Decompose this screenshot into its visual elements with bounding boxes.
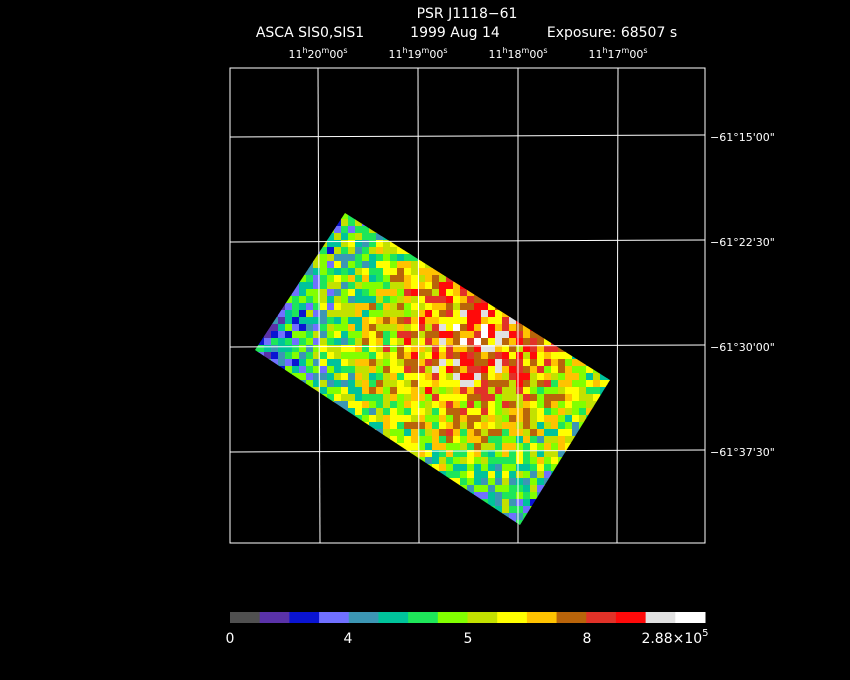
title: PSR J1118−61: [417, 6, 518, 22]
ra-label: 11h17m00s: [588, 46, 647, 61]
colorbar-label-part: 8: [583, 631, 592, 647]
colorbar: 0 4 5 8 2.88×105: [226, 612, 709, 647]
coordinate-grid: [229, 67, 706, 544]
ra-label-part: 11: [288, 48, 302, 61]
colorbar-swatch: [289, 612, 320, 623]
ra-label-part: 00: [529, 48, 543, 61]
ra-label-part: m: [422, 46, 430, 55]
ra-label-part: s: [343, 46, 347, 55]
colorbar-label-part: 0: [226, 631, 235, 647]
ra-label-part: 11: [388, 48, 402, 61]
colorbar-label-part: 2.88×10: [641, 631, 702, 647]
ra-label-part: 00: [429, 48, 443, 61]
colorbar-label-part: 5: [702, 628, 708, 639]
ra-label-part: h: [602, 46, 607, 55]
ra-label-part: 20: [308, 48, 322, 61]
colorbar-swatch: [408, 612, 439, 623]
dec-labels: −61°15'00" −61°22'30" −61°30'00" −61°37'30": [710, 131, 775, 459]
ra-label-part: 19: [408, 48, 422, 61]
colorbar-label: 2.88×105: [641, 628, 708, 647]
dec-label: −61°30'00": [710, 341, 775, 354]
colorbar-label-part: 5: [464, 631, 473, 647]
colorbar-label: 4: [344, 631, 353, 647]
ra-label-part: 00: [329, 48, 343, 61]
dec-label: −61°37'30": [710, 446, 775, 459]
ra-label-part: m: [322, 46, 330, 55]
colorbar-swatch: [467, 612, 498, 623]
ra-label-part: 17: [608, 48, 622, 61]
colorbar-swatch: [230, 612, 261, 623]
ra-label: 11h20m00s: [288, 46, 347, 61]
ra-labels: 11h20m00s 11h19m00s 11h18m00s 11h17m00s: [288, 46, 647, 61]
colorbar-label: 8: [583, 631, 592, 647]
colorbar-label-part: 4: [344, 631, 353, 647]
ra-label-part: 11: [488, 48, 502, 61]
ra-label: 11h18m00s: [488, 46, 547, 61]
dec-label: −61°22'30": [710, 236, 775, 249]
ra-label-part: m: [522, 46, 530, 55]
colorbar-label: 0: [226, 631, 235, 647]
colorbar-swatch: [556, 612, 587, 623]
colorbar-swatch: [378, 612, 409, 623]
ra-label-part: m: [622, 46, 630, 55]
ra-label-part: 18: [508, 48, 522, 61]
ra-label-part: 00: [629, 48, 643, 61]
colorbar-swatch: [526, 612, 558, 623]
colorbar-swatch: [348, 612, 379, 623]
date: 1999 Aug 14: [410, 25, 500, 41]
colorbar-swatch: [497, 612, 528, 623]
colorbar-swatch: [586, 612, 617, 623]
ra-label-part: s: [443, 46, 447, 55]
colorbar-label: 5: [464, 631, 473, 647]
ra-label-part: h: [502, 46, 507, 55]
ra-label-part: h: [302, 46, 307, 55]
colorbar-swatch: [645, 612, 676, 623]
colorbar-swatch: [615, 612, 647, 623]
exposure: Exposure: 68507 s: [547, 25, 677, 41]
ra-label: 11h19m00s: [388, 46, 447, 61]
dec-label: −61°15'00": [710, 131, 775, 144]
colorbar-swatch: [675, 612, 706, 623]
instrument: ASCA SIS0,SIS1: [256, 25, 364, 41]
ra-label-part: s: [643, 46, 647, 55]
frame: [229, 67, 706, 544]
ra-label-part: 11: [588, 48, 602, 61]
colorbar-swatch: [437, 612, 468, 623]
ra-label-part: h: [402, 46, 407, 55]
colorbar-swatch: [259, 612, 290, 623]
ra-label-part: s: [543, 46, 547, 55]
colorbar-swatch: [319, 612, 350, 623]
